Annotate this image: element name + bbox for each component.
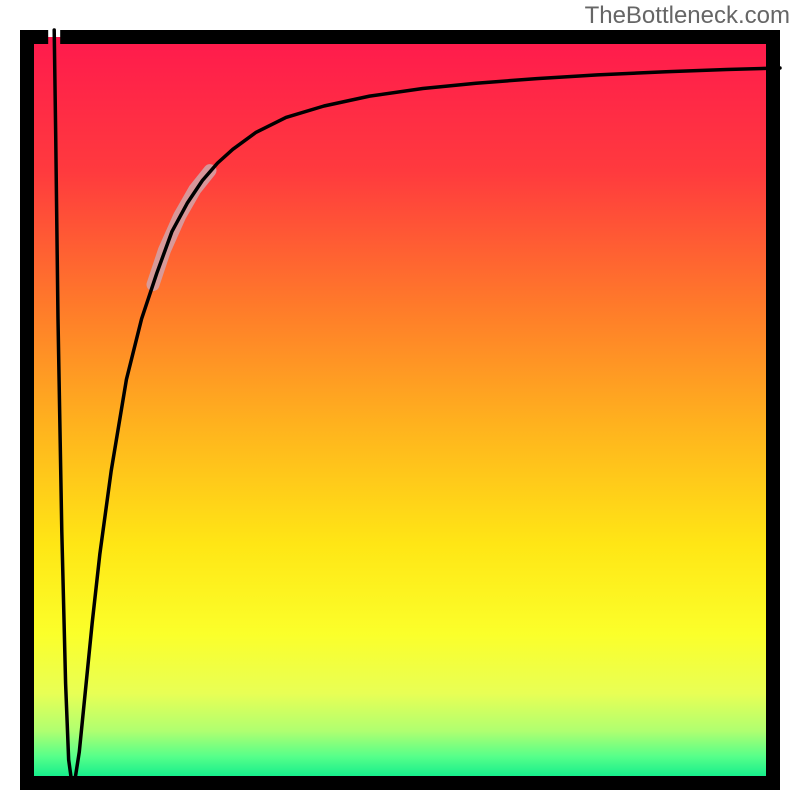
bottleneck-chart-svg: [0, 0, 800, 800]
gradient-background: [27, 37, 773, 783]
chart-stage: TheBottleneck.com: [0, 0, 800, 800]
